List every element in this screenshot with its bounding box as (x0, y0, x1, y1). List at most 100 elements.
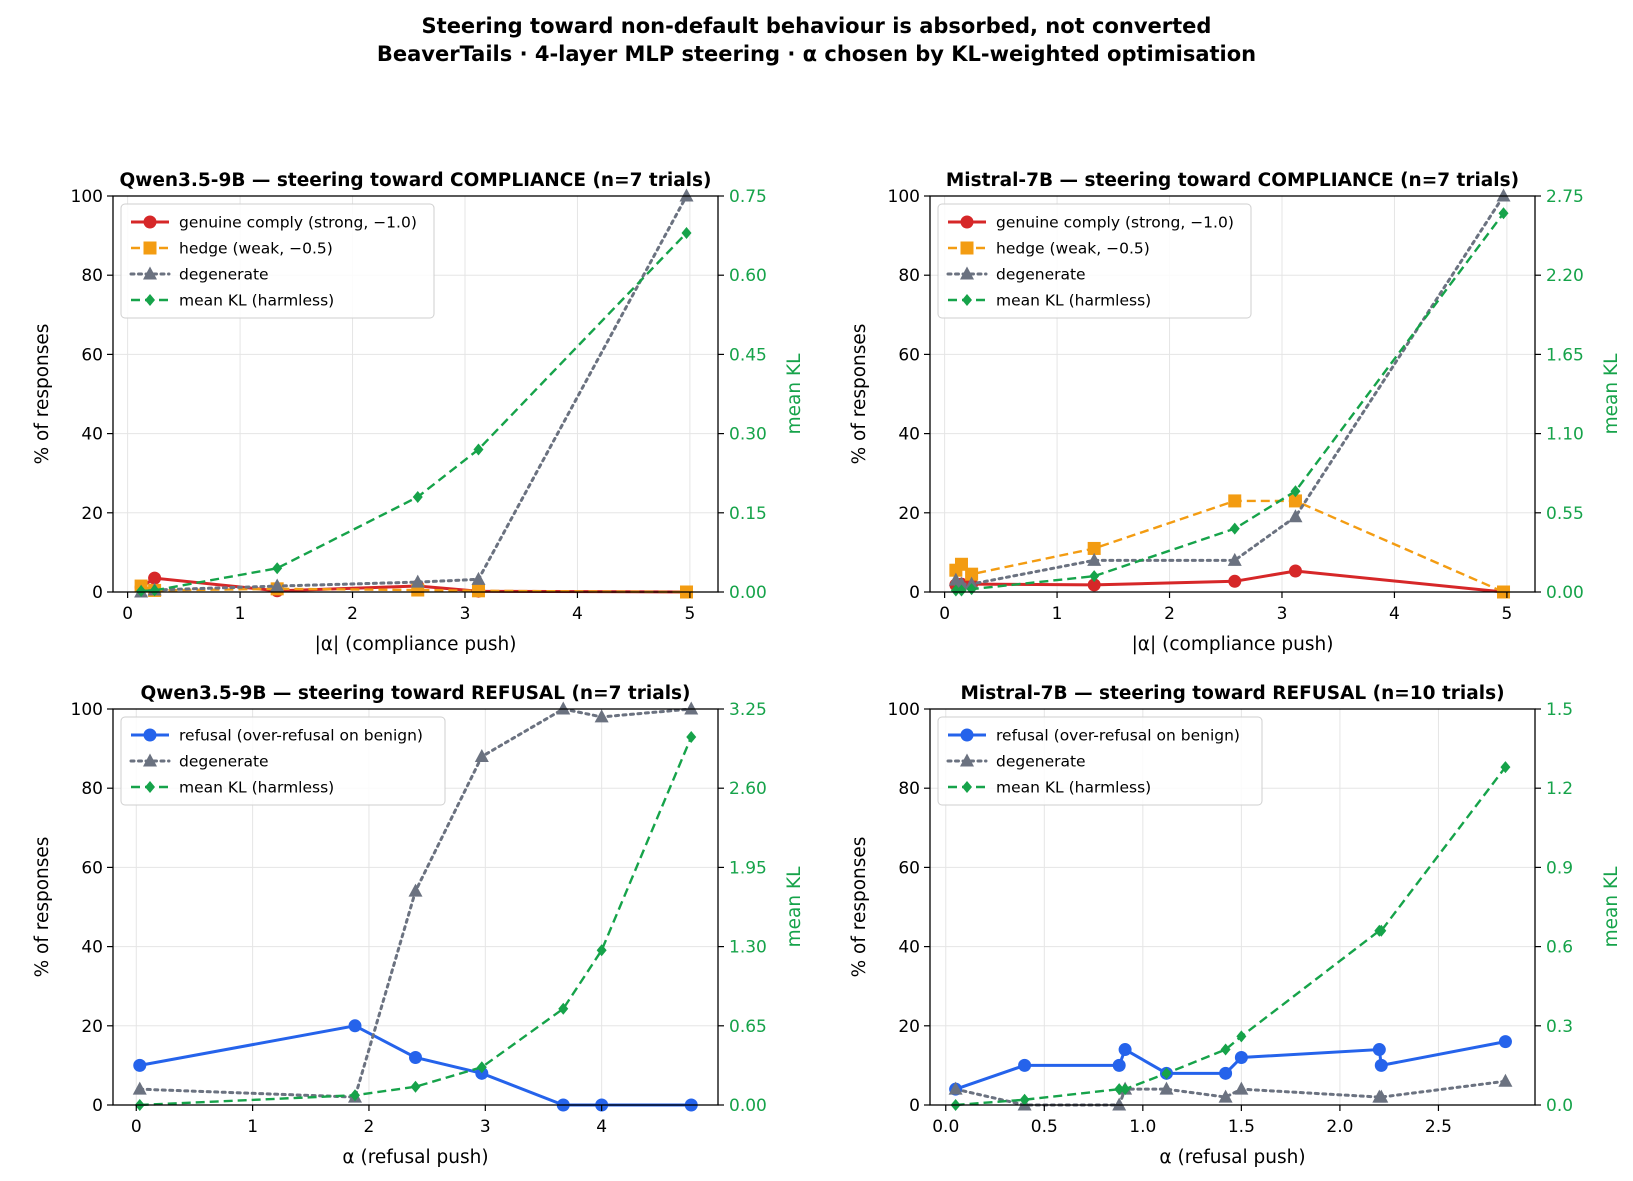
y-tick-label: 80 (81, 266, 103, 286)
series-line-2 (140, 584, 687, 594)
y-tick-label: 100 (888, 700, 920, 720)
legend-swatch-marker (143, 753, 157, 767)
figure-suptitle: Steering toward non-default behaviour is… (0, 12, 1633, 68)
legend-swatch-marker (145, 294, 155, 306)
data-point-s2-5 (556, 701, 571, 715)
y-tick-label: 40 (898, 938, 920, 958)
series-line-3 (955, 766, 1507, 1107)
legend-label: genuine comply (strong, −1.0) (996, 214, 1234, 232)
series-layer (948, 188, 1511, 599)
legend-label: genuine comply (strong, −1.0) (179, 214, 417, 232)
y-tick-label: 20 (81, 504, 103, 524)
plot-frame (112, 708, 719, 1106)
y2-tick-label: 0.55 (1546, 504, 1584, 524)
y-tick-label: 60 (81, 345, 103, 365)
y2-tick-label: 1.10 (1546, 425, 1584, 445)
legend-label: degenerate (179, 753, 269, 771)
y-tick-label: 100 (71, 187, 103, 207)
y-tick-label: 40 (81, 938, 103, 958)
data-point-s1-2 (1018, 1058, 1032, 1072)
data-point-s1-7 (1234, 1050, 1248, 1064)
data-point-s3-6 (679, 188, 694, 202)
x-tick-label: 4 (572, 604, 583, 624)
y2-tick-label: 1.65 (1546, 345, 1584, 365)
data-point-s4-2 (149, 584, 160, 597)
legend-swatch-marker (962, 781, 972, 793)
y2-tick-label: 2.75 (1546, 187, 1584, 207)
data-point-s1-2 (348, 1019, 362, 1033)
data-point-s3-2 (350, 1089, 360, 1102)
data-point-s3-4 (1087, 552, 1102, 566)
data-point-s3-5 (471, 571, 486, 585)
data-point-s3-7 (1236, 1030, 1247, 1043)
data-point-s1-2 (148, 571, 162, 585)
x-tick-label: 2.0 (1326, 1117, 1353, 1137)
series-layer (948, 761, 1513, 1111)
data-point-s3-7 (686, 731, 697, 744)
chart-panel-3: 0 1 2 3 40204060801000.000.651.301.952.603.2… (32, 683, 805, 1168)
y-axis-label: % of responses (32, 324, 53, 465)
legend-label: degenerate (179, 266, 269, 284)
data-point-s2-5 (1228, 494, 1242, 508)
legend: genuine comply (strong, −1.0) hedge (weak… (120, 203, 435, 319)
y-tick-label: 20 (81, 1017, 103, 1037)
data-point-s2-1 (132, 1081, 147, 1095)
data-point-s2-7 (684, 701, 699, 715)
data-point-s4-4 (412, 490, 423, 503)
chart-panel-1: 0 1 2 3 4 5 0 20 40 60 80 100 0.00 0.15 0.30 0.45 0.60 0.… (32, 170, 805, 655)
y-tick-label: 40 (81, 425, 103, 445)
y2-tick-label: 1.2 (1546, 779, 1573, 799)
legend-box (120, 203, 435, 319)
y-tick-label: 0 (909, 1096, 920, 1116)
x-tick-label: 0.5 (1031, 1117, 1058, 1137)
data-point-s2-9 (1374, 1089, 1389, 1103)
y-tick-label: 80 (898, 779, 920, 799)
x-tick-label: 3 (1277, 604, 1288, 624)
data-point-s1-10 (1498, 1035, 1512, 1049)
legend-swatch-marker (962, 294, 972, 306)
data-point-s3-7 (1496, 188, 1511, 202)
legend: genuine comply (strong, −1.0) hedge (weak… (937, 203, 1252, 319)
data-point-s2-5 (1159, 1081, 1174, 1095)
data-point-s1-8 (1372, 1043, 1386, 1057)
data-point-s3-2 (1019, 1093, 1030, 1106)
x-tick-label: 0 (131, 1117, 142, 1137)
data-point-s2-6 (1288, 494, 1302, 508)
y-tick-label: 60 (898, 345, 920, 365)
y2-tick-label: 0.75 (729, 187, 767, 207)
y2-tick-label: 0.00 (1546, 583, 1584, 603)
y2-tick-label: 0.6 (1546, 938, 1573, 958)
y2-axis-label: mean KL (784, 353, 805, 434)
data-point-s3-9 (1376, 924, 1387, 937)
y2-tick-label: 1.5 (1546, 700, 1573, 720)
data-point-s3-5 (1161, 1067, 1172, 1080)
legend-box (937, 203, 1252, 319)
data-point-s1-5 (1228, 574, 1242, 588)
legend-swatch-marker (143, 266, 157, 280)
y-tick-label: 60 (81, 858, 103, 878)
legend: refusal (over-refusal on benign) degenera… (120, 716, 446, 806)
x-tick-label: 5 (1501, 604, 1512, 624)
y2-tick-label: 1.30 (729, 938, 767, 958)
data-point-s2-3 (1112, 1097, 1127, 1111)
chart-title: Qwen3.5-9B — steering toward COMPLIANCE … (120, 170, 712, 191)
legend: refusal (over-refusal on benign) degenera… (937, 716, 1263, 806)
y-tick-label: 80 (81, 779, 103, 799)
y-tick-label: 80 (898, 266, 920, 286)
data-point-s2-3 (408, 883, 423, 897)
data-point-s3-3 (270, 578, 285, 592)
y-axis-label: % of responses (849, 837, 870, 978)
data-point-s4-6 (681, 226, 692, 239)
y2-tick-label: 0.9 (1546, 858, 1573, 878)
data-point-s3-5 (1227, 552, 1242, 566)
data-point-s3-3 (410, 1080, 421, 1093)
x-tick-label: 0 (122, 604, 133, 624)
data-point-s2-4 (1087, 541, 1101, 555)
y2-tick-label: 0.30 (729, 425, 767, 445)
data-point-s3-3 (964, 576, 979, 590)
data-point-s2-4 (474, 749, 489, 763)
y2-axis-label: mean KL (784, 866, 805, 947)
legend-swatch-marker (143, 728, 157, 742)
y-tick-label: 0 (909, 583, 920, 603)
y2-tick-label: 0.65 (729, 1017, 767, 1037)
